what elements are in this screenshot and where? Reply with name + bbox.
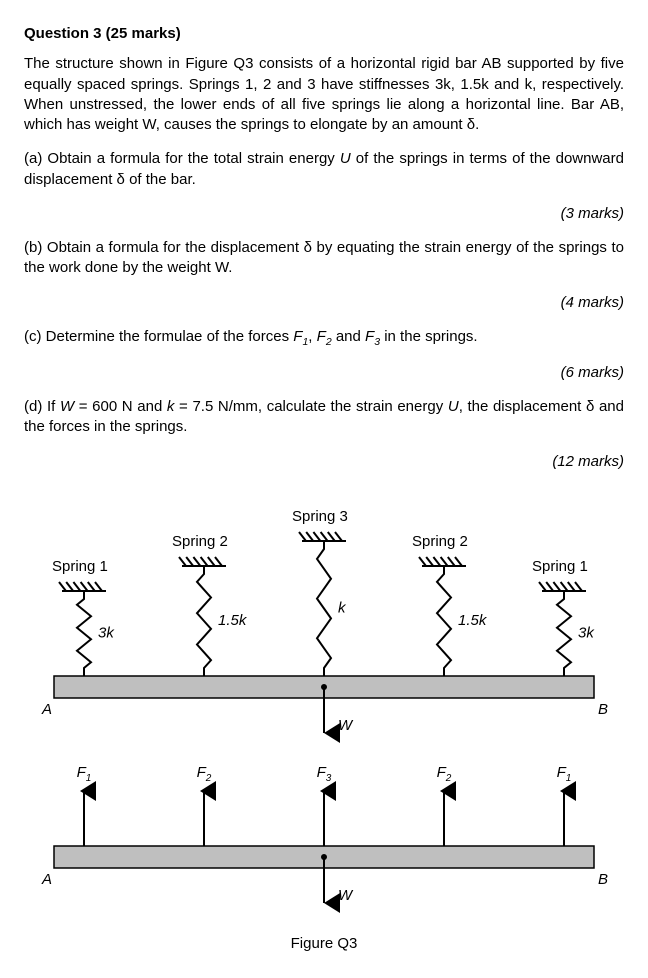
- svg-text:F3: F3: [317, 764, 332, 784]
- part-a: (a) Obtain a formula for the total strai…: [24, 149, 624, 190]
- part-c-f1: F1: [293, 328, 308, 345]
- svg-text:3k: 3k: [578, 624, 595, 641]
- part-d-pre: (d) If: [24, 398, 60, 415]
- figure-q3: Spring 3 Spring 2 Spring 2 Spring 1 Spring 1…: [24, 486, 624, 954]
- part-c-pre: (c) Determine the formulae of the forces: [24, 328, 293, 345]
- svg-text:W: W: [338, 717, 354, 734]
- part-c-f2: F2: [317, 328, 332, 345]
- svg-text:Spring 1: Spring 1: [532, 558, 588, 575]
- svg-text:F2: F2: [437, 764, 452, 784]
- svg-text:Spring 2: Spring 2: [172, 533, 228, 550]
- svg-text:1.5k: 1.5k: [218, 612, 248, 629]
- part-d-eq2: = 7.5 N/mm, calculate the strain energy: [174, 398, 447, 415]
- marks-d: (12 marks): [24, 452, 624, 472]
- svg-text:Spring 2: Spring 2: [412, 533, 468, 550]
- svg-text:F2: F2: [197, 764, 212, 784]
- svg-text:1.5k: 1.5k: [458, 612, 488, 629]
- part-b: (b) Obtain a formula for the displacemen…: [24, 238, 624, 279]
- svg-text:A: A: [41, 701, 52, 718]
- part-c-post: in the springs.: [380, 328, 478, 345]
- part-c: (c) Determine the formulae of the forces…: [24, 327, 624, 349]
- svg-text:F1: F1: [557, 764, 572, 784]
- part-c-mid: and: [332, 328, 365, 345]
- part-a-pre: (a) Obtain a formula for the total strai…: [24, 150, 340, 167]
- svg-text:F1: F1: [77, 764, 92, 784]
- part-d-eq1: = 600 N and: [74, 398, 167, 415]
- question-title: Question 3 (25 marks): [24, 24, 624, 44]
- marks-c: (6 marks): [24, 363, 624, 383]
- part-c-f3: F3: [365, 328, 380, 345]
- part-d: (d) If W = 600 N and k = 7.5 N/mm, calcu…: [24, 397, 624, 438]
- svg-text:3k: 3k: [98, 624, 115, 641]
- svg-text:A: A: [41, 871, 52, 888]
- marks-b: (4 marks): [24, 293, 624, 313]
- svg-text:Spring 3: Spring 3: [292, 508, 348, 525]
- part-d-w: W: [60, 398, 74, 415]
- svg-text:k: k: [338, 599, 347, 616]
- figure-caption: Figure Q3: [24, 934, 624, 954]
- part-a-u: U: [340, 150, 351, 167]
- marks-a: (3 marks): [24, 204, 624, 224]
- svg-text:Spring 1: Spring 1: [52, 558, 108, 575]
- intro-text: The structure shown in Figure Q3 consist…: [24, 55, 624, 133]
- part-b-text: (b) Obtain a formula for the displacemen…: [24, 239, 624, 276]
- intro-paragraph: The structure shown in Figure Q3 consist…: [24, 54, 624, 135]
- svg-text:W: W: [338, 887, 354, 904]
- svg-text:B: B: [598, 871, 608, 888]
- part-d-u: U: [448, 398, 459, 415]
- svg-text:B: B: [598, 701, 608, 718]
